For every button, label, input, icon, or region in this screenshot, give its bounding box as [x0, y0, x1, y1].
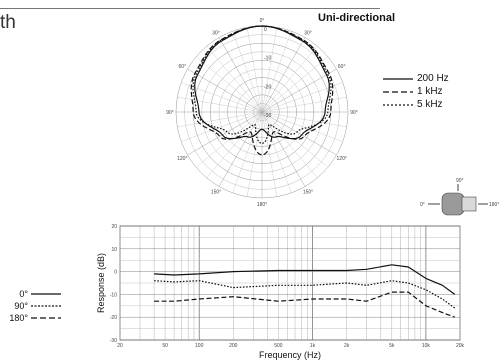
cropped-heading-text: th	[0, 12, 16, 33]
polar-angle-label: 120°	[177, 156, 187, 162]
y-tick-label: 10	[111, 247, 117, 253]
polar-grid-spoke	[246, 27, 263, 113]
x-tick-label: 50	[162, 343, 168, 349]
polar-grid-spoke	[218, 37, 263, 113]
polar-angle-label: 90°	[350, 110, 358, 116]
polar-grid-spoke	[195, 56, 263, 113]
x-tick-label: 2k	[344, 343, 350, 349]
polar-angle-label: 150°	[303, 190, 313, 196]
polar-grid-spoke	[187, 111, 263, 156]
polar-series-line	[194, 25, 330, 140]
polar-grid-spoke	[261, 68, 337, 113]
legend-label-0deg: 0°	[19, 289, 28, 299]
polar-grid-spoke	[177, 96, 263, 113]
top-divider-line	[0, 8, 380, 9]
response-series-line	[154, 291, 456, 318]
polar-grid-spoke	[261, 56, 329, 113]
x-tick-label: 200	[229, 343, 238, 349]
polar-grid-spoke	[261, 27, 278, 113]
polar-grid-spoke	[261, 111, 306, 187]
mic-head-icon	[441, 192, 465, 216]
response-series-line	[154, 280, 456, 309]
polar-grid-spoke	[187, 68, 263, 113]
y-tick-label: -10	[110, 292, 117, 298]
microphone-orientation-diagram: 90° 0° 180°	[420, 178, 499, 216]
polar-grid-spoke	[261, 96, 347, 113]
x-tick-label: 1k	[310, 343, 316, 349]
legend-label-5khz: 5 kHz	[417, 99, 443, 110]
polar-angle-label: 30°	[304, 30, 312, 36]
y-tick-label: -20	[110, 315, 117, 321]
polar-grid-spoke	[261, 45, 318, 113]
polar-pattern-chart: 0° 30° 60° 90° 120° 150° 180° 150° 120° 90° 60° 30°…	[166, 18, 358, 208]
legend-entry-5khz: 5 kHz	[383, 98, 449, 111]
x-tick-label: 500	[274, 343, 283, 349]
legend-solid-line	[383, 77, 413, 80]
y-tick-label: -30	[110, 338, 117, 344]
polar-series-line	[192, 25, 332, 145]
legend-label-90deg: 90°	[14, 301, 28, 311]
polar-angle-label: 60°	[179, 64, 187, 70]
polar-grid-spoke	[206, 111, 263, 179]
polar-grid-spoke	[261, 31, 292, 113]
y-tick-label: 0	[114, 270, 117, 276]
mic-front-label: 0°	[420, 202, 425, 208]
legend-entry-200hz: 200 Hz	[383, 72, 449, 85]
x-tick-label: 20k	[456, 343, 465, 349]
x-tick-label: 10k	[422, 343, 431, 349]
legend-dashed-line	[31, 317, 61, 319]
polar-angle-label: 150°	[211, 190, 221, 196]
polar-angle-label: 90°	[166, 110, 174, 116]
legend-entry-1khz: 1 kHz	[383, 85, 449, 98]
x-tick-label: 5k	[389, 343, 395, 349]
polar-grid-spoke	[261, 111, 278, 197]
polar-grid-spoke	[261, 111, 292, 193]
polar-grid-spoke	[261, 111, 343, 142]
x-tick-label: 20	[117, 343, 123, 349]
polar-grid-spoke	[261, 37, 306, 113]
polar-grid-spoke	[206, 45, 263, 113]
polar-ring-label: 0	[264, 27, 267, 33]
polar-ring-label: -10	[264, 56, 271, 62]
polar-ring-label: -30	[264, 113, 271, 119]
polar-ring-label: -20	[264, 84, 271, 90]
legend-entry-180deg: 180°	[0, 312, 65, 324]
legend-entry-90deg: 90°	[0, 300, 65, 312]
legend-dotted-line	[383, 103, 413, 106]
polar-series-line	[190, 25, 334, 156]
legend-dashed-line	[383, 90, 413, 93]
polar-grid-spoke	[261, 111, 318, 179]
y-tick-label: 20	[111, 224, 117, 230]
legend-label-180deg: 180°	[9, 313, 28, 323]
polar-grid-spoke	[261, 111, 337, 156]
polar-angle-label: 30°	[212, 30, 220, 36]
polar-chart-title: Uni-directional	[318, 12, 396, 24]
polar-angle-label: 60°	[338, 64, 346, 70]
mic-side-label: 90°	[456, 178, 464, 184]
response-series-line	[154, 264, 456, 295]
polar-grid-spoke	[177, 111, 263, 128]
polar-grid-spoke	[232, 31, 263, 113]
polar-angle-label: 0°	[260, 18, 265, 24]
legend-solid-line	[31, 293, 61, 295]
polar-legend: 200 Hz 1 kHz 5 kHz	[383, 72, 449, 111]
legend-entry-0deg: 0°	[0, 288, 65, 300]
y-axis-title: Response (dB)	[96, 253, 106, 313]
legend-dotted-line	[31, 305, 61, 307]
x-axis-title: Frequency (Hz)	[259, 350, 321, 360]
mic-rear-label: 180°	[489, 202, 499, 208]
polar-grid-spoke	[261, 111, 347, 128]
polar-grid-spoke	[246, 111, 263, 197]
response-legend: 0° 90° 180°	[0, 288, 65, 324]
x-tick-label: 100	[195, 343, 204, 349]
polar-angle-label: 180°	[257, 202, 267, 208]
mic-body-icon	[461, 196, 477, 212]
legend-label-1khz: 1 kHz	[417, 86, 443, 97]
polar-angle-label: 120°	[337, 156, 347, 162]
legend-label-200hz: 200 Hz	[417, 73, 449, 84]
polar-grid-spoke	[232, 111, 263, 193]
polar-grid-spoke	[181, 111, 263, 142]
